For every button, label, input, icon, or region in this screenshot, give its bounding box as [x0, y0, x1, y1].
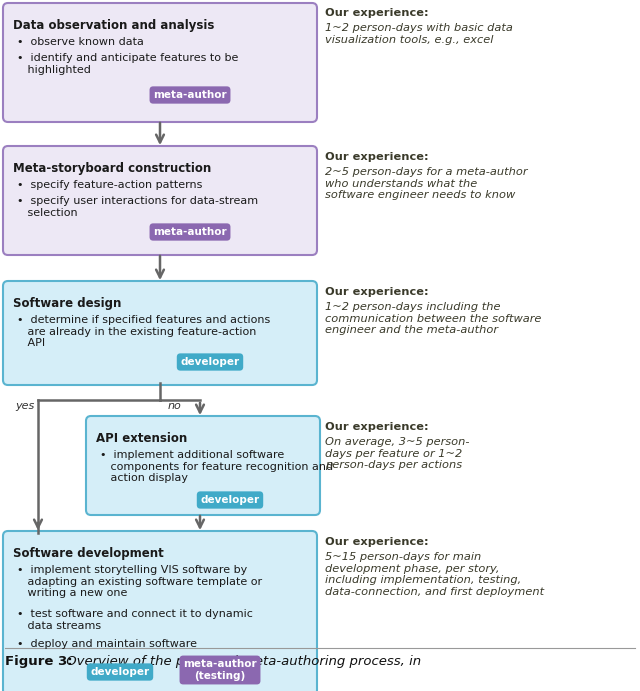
Text: no: no	[168, 401, 182, 411]
FancyBboxPatch shape	[86, 416, 320, 515]
Text: 1~2 person-days including the
communication between the software
engineer and th: 1~2 person-days including the communicat…	[325, 302, 541, 335]
Text: Software development: Software development	[13, 547, 164, 560]
Text: •  observe known data: • observe known data	[17, 37, 144, 47]
Text: •  implement additional software
   components for feature recognition and
   ac: • implement additional software componen…	[100, 450, 333, 483]
Text: Overview of the proposed meta-authoring process, in: Overview of the proposed meta-authoring …	[62, 655, 421, 668]
Text: Our experience:: Our experience:	[325, 152, 429, 162]
Text: •  specify feature-action patterns: • specify feature-action patterns	[17, 180, 202, 190]
Text: meta-author
(testing): meta-author (testing)	[183, 659, 257, 681]
Text: 1~2 person-days with basic data
visualization tools, e.g., excel: 1~2 person-days with basic data visualiz…	[325, 23, 513, 45]
FancyBboxPatch shape	[3, 281, 317, 385]
Text: developer: developer	[90, 667, 150, 677]
Text: developer: developer	[200, 495, 260, 505]
Text: yes: yes	[15, 401, 35, 411]
Text: On average, 3~5 person-
days per feature or 1~2
person-days per actions: On average, 3~5 person- days per feature…	[325, 437, 470, 470]
Text: meta-author: meta-author	[153, 227, 227, 237]
Text: developer: developer	[180, 357, 239, 367]
Text: Our experience:: Our experience:	[325, 8, 429, 18]
FancyBboxPatch shape	[3, 531, 317, 691]
Text: Our experience:: Our experience:	[325, 422, 429, 432]
Text: 5~15 person-days for main
development phase, per story,
including implementation: 5~15 person-days for main development ph…	[325, 552, 544, 597]
Text: •  identify and anticipate features to be
   highlighted: • identify and anticipate features to be…	[17, 53, 238, 75]
Text: API extension: API extension	[96, 432, 188, 445]
Text: •  specify user interactions for data-stream
   selection: • specify user interactions for data-str…	[17, 196, 258, 218]
Text: Meta-storyboard construction: Meta-storyboard construction	[13, 162, 211, 175]
FancyBboxPatch shape	[3, 146, 317, 255]
Text: •  test software and connect it to dynamic
   data streams: • test software and connect it to dynami…	[17, 609, 253, 631]
Text: •  implement storytelling VIS software by
   adapting an existing software templ: • implement storytelling VIS software by…	[17, 565, 262, 598]
Text: Data observation and analysis: Data observation and analysis	[13, 19, 214, 32]
Text: Our experience:: Our experience:	[325, 287, 429, 297]
Text: Our experience:: Our experience:	[325, 537, 429, 547]
Text: Software design: Software design	[13, 297, 122, 310]
Text: Figure 3:: Figure 3:	[5, 655, 72, 668]
Text: meta-author: meta-author	[153, 90, 227, 100]
Text: •  deploy and maintain software: • deploy and maintain software	[17, 639, 197, 649]
Text: 2~5 person-days for a meta-author
who understands what the
software engineer nee: 2~5 person-days for a meta-author who un…	[325, 167, 527, 200]
Text: •  determine if specified features and actions
   are already in the existing fe: • determine if specified features and ac…	[17, 315, 270, 348]
FancyBboxPatch shape	[3, 3, 317, 122]
